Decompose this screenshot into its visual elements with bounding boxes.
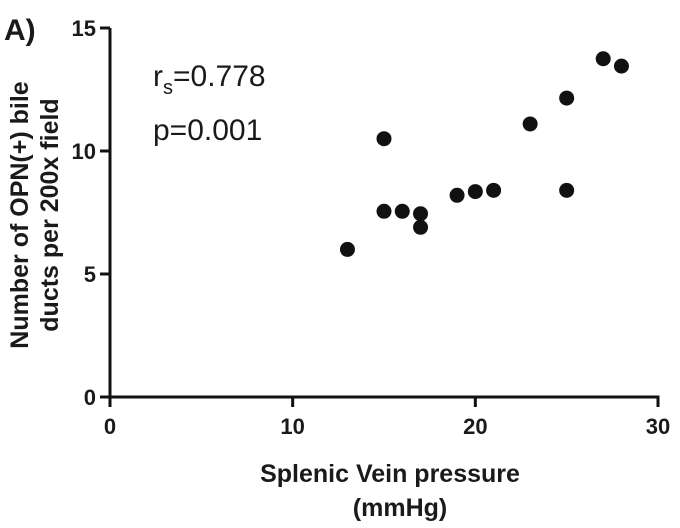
- data-point: [467, 184, 483, 200]
- data-point: [559, 182, 575, 198]
- correlation-annotation: rs=0.778 p=0.001: [153, 60, 266, 147]
- data-point: [339, 241, 355, 257]
- x-tick-label: 20: [463, 414, 487, 439]
- x-axis-title-line2: (mmHg): [353, 494, 447, 522]
- y-axis-title-line2: ducts per 200x field: [36, 98, 64, 331]
- x-axis-title-line1: Splenic Vein pressure: [260, 460, 520, 488]
- x-tick-label: 30: [646, 414, 670, 439]
- p-value-label: p=0.001: [153, 114, 262, 147]
- data-point: [613, 58, 629, 74]
- data-point: [559, 90, 575, 106]
- x-tick-label: 0: [104, 414, 116, 439]
- y-tick-label: 15: [72, 16, 96, 41]
- data-point: [376, 203, 392, 219]
- data-point: [413, 219, 429, 235]
- panel-label: A): [4, 14, 36, 47]
- data-points: [339, 51, 629, 257]
- y-tick-label: 0: [84, 385, 96, 410]
- data-point: [376, 131, 392, 147]
- x-ticks: 0 10 20 30: [104, 397, 670, 439]
- data-point: [595, 51, 611, 67]
- axes: [108, 28, 660, 399]
- data-point: [449, 187, 465, 203]
- spearman-r-label: rs=0.778: [153, 60, 266, 99]
- x-tick-label: 10: [280, 414, 304, 439]
- y-tick-label: 5: [84, 262, 96, 287]
- data-point: [522, 116, 538, 132]
- x-axis-title: Splenic Vein pressure (mmHg): [260, 460, 520, 522]
- y-axis-title: Number of OPN(+) bile ducts per 200x fie…: [6, 81, 64, 348]
- data-point: [413, 206, 429, 222]
- y-axis-title-line1: Number of OPN(+) bile: [6, 81, 34, 348]
- y-ticks: 0 5 10 15: [72, 16, 110, 410]
- y-tick-label: 10: [72, 139, 96, 164]
- data-point: [394, 203, 410, 219]
- data-point: [486, 182, 502, 198]
